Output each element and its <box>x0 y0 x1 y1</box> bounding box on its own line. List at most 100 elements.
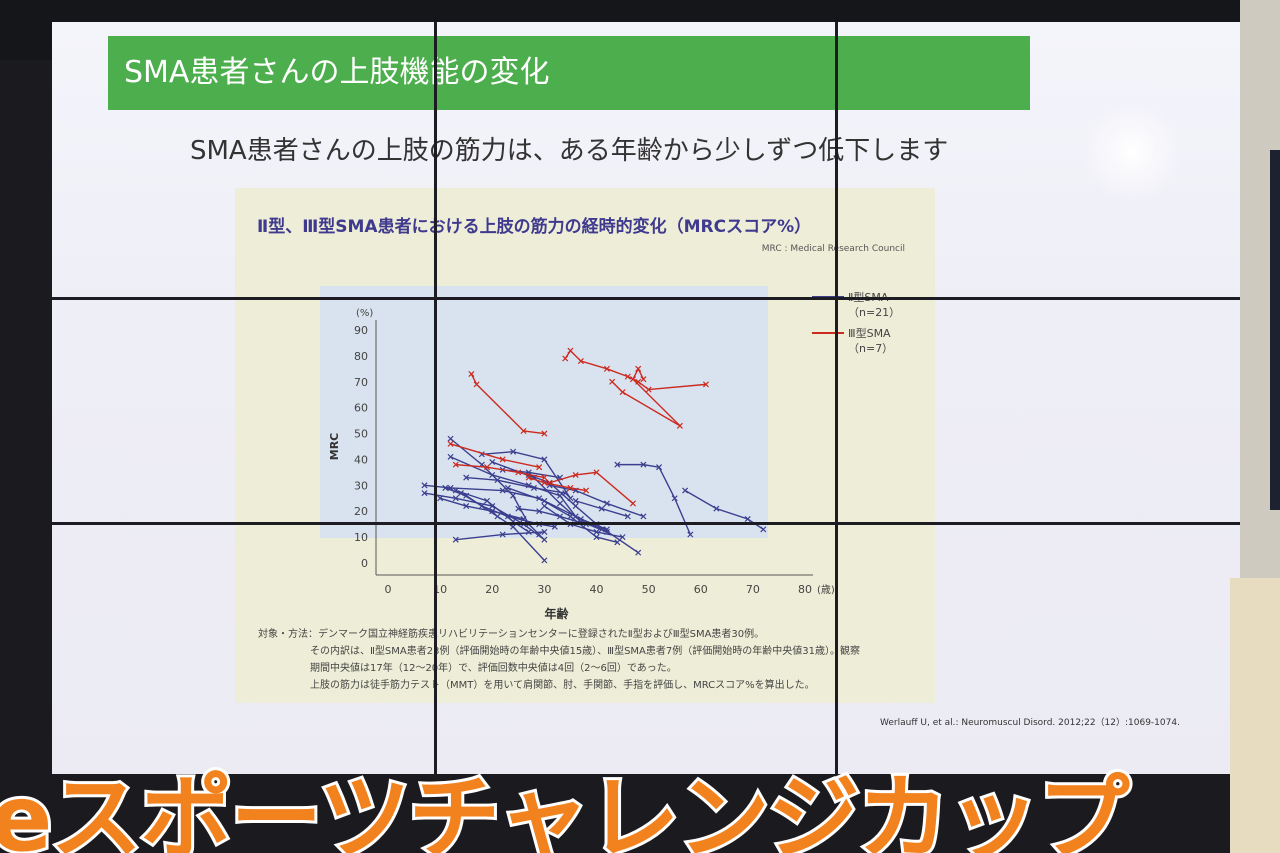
x-tick-label: 50 <box>642 583 656 596</box>
type2-series-line <box>439 497 524 520</box>
type2-data-point <box>671 495 678 502</box>
type3-data-point <box>567 347 574 354</box>
screen-seam <box>434 22 437 774</box>
type2-data-point <box>635 549 642 556</box>
side-monitor <box>1270 150 1280 510</box>
type2-data-point <box>489 508 496 515</box>
type3-data-point <box>515 469 522 476</box>
type2-data-point <box>562 490 569 497</box>
type2-data-point <box>556 513 564 520</box>
type2-data-point <box>619 534 626 541</box>
type2-data-point <box>442 484 449 491</box>
type3-data-point <box>499 456 506 463</box>
type3-data-point <box>452 461 459 468</box>
type2-data-point <box>452 487 459 494</box>
x-tick-label: 40 <box>590 583 604 596</box>
type3-data-point <box>635 365 642 372</box>
x-tick-label: 70 <box>746 583 760 596</box>
chart-panel: Ⅱ型、Ⅲ型SMA患者における上肢の筋力の経時的変化（MRCスコア%） MRC :… <box>235 188 935 703</box>
type3-series-line <box>549 471 634 504</box>
type2-data-point <box>541 557 548 564</box>
type2-data-point <box>421 482 428 489</box>
legend-n-type3: （n=7） <box>848 342 894 355</box>
screen-seam <box>52 297 1247 300</box>
type2-data-point <box>504 484 511 491</box>
type3-data-point <box>676 422 683 429</box>
type2-data-point <box>603 500 610 507</box>
type2-data-point <box>536 508 543 515</box>
type3-data-point <box>484 464 491 471</box>
y-axis-label: MRC <box>328 433 341 461</box>
type3-data-point <box>536 464 543 471</box>
type2-data-point <box>489 471 496 479</box>
slide-title: SMA患者さんの上肢機能の変化 <box>108 36 1030 110</box>
type3-series-line <box>470 373 545 435</box>
type2-data-point <box>499 531 506 538</box>
type2-series-line <box>549 484 644 518</box>
type2-series-line <box>455 489 530 533</box>
y-tick-label: 20 <box>354 505 368 518</box>
type2-data-point <box>494 477 501 484</box>
type2-data-point <box>656 464 663 471</box>
type2-data-point <box>421 490 428 497</box>
type2-data-point <box>463 503 470 510</box>
type2-data-point <box>614 461 621 468</box>
type2-data-point <box>437 495 444 502</box>
type3-data-point <box>619 389 626 396</box>
type3-data-point <box>593 469 600 476</box>
footnote-line-4: 上肢の筋力は徒手筋力テスト（MMT）を用いて肩関節、肘、手関節、手指を評価し、M… <box>310 680 815 691</box>
screen-seam <box>52 522 1247 525</box>
light-reflection <box>1082 102 1182 202</box>
type3-data-point <box>520 427 527 434</box>
type2-data-point <box>452 536 459 543</box>
type2-data-point <box>541 503 548 510</box>
credit-note: MRC : Medical Research Council <box>761 244 905 254</box>
type3-data-point <box>468 370 475 378</box>
slide-subtitle: SMA患者さんの上肢の筋力は、ある年齢から少しずつ低下します <box>190 136 949 166</box>
type3-series-line <box>528 476 587 492</box>
type3-data-point <box>562 355 569 362</box>
y-tick-label: 30 <box>354 479 368 492</box>
type3-data-point <box>541 430 548 437</box>
footnote-line-1: 対象・方法：デンマーク国立神経筋疾患リハビリテーションセンターに登録されたⅡ型お… <box>258 629 765 640</box>
x-tick-label: 80 <box>798 583 812 596</box>
legend-n-type2: （n=21） <box>848 306 901 319</box>
type2-data-point <box>603 526 610 533</box>
y-tick-label: 0 <box>361 557 368 570</box>
type2-data-point <box>572 503 579 510</box>
x-tick-label: 20 <box>485 583 499 596</box>
y-tick-label: 50 <box>354 428 368 441</box>
type3-data-point <box>572 471 579 479</box>
type2-data-point <box>510 523 517 530</box>
y-tick-label: 10 <box>354 531 368 544</box>
type2-data-point <box>614 539 621 546</box>
type2-data-point <box>640 461 647 468</box>
type2-data-point <box>687 531 694 538</box>
type3-data-point <box>541 479 548 486</box>
type3-data-point <box>629 376 637 383</box>
type2-data-point <box>510 492 517 499</box>
y-tick-label: 60 <box>354 402 368 415</box>
type2-data-point <box>744 515 751 523</box>
type2-data-point <box>494 513 501 520</box>
type2-data-point <box>447 435 454 442</box>
footnote-line-3: 期間中央値は17年（12〜20年）で、評価回数中央値は4回（2〜6回）であった。 <box>310 663 677 674</box>
type2-data-point <box>624 513 631 520</box>
type2-data-point <box>452 495 459 502</box>
chart-title: Ⅱ型、Ⅲ型SMA患者における上肢の筋力の経時的変化（MRCスコア%） <box>257 217 812 237</box>
type3-data-point <box>640 376 647 383</box>
type3-data-point <box>473 381 480 388</box>
type3-data-point <box>567 484 574 491</box>
footnote-line-2: その内訳は、Ⅱ型SMA患者23例（評価開始時の年齢中央値15歳）、Ⅲ型SMA患者… <box>310 646 860 657</box>
type2-series-line <box>481 450 572 499</box>
type2-data-point <box>556 500 564 507</box>
screen-seam <box>835 22 838 774</box>
podium <box>1230 578 1280 853</box>
type2-data-point <box>760 526 767 533</box>
type2-data-point <box>463 474 470 481</box>
x-tick-label: 60 <box>694 583 708 596</box>
x-axis-label: 年齢 <box>544 606 569 621</box>
type2-data-point <box>593 534 600 541</box>
